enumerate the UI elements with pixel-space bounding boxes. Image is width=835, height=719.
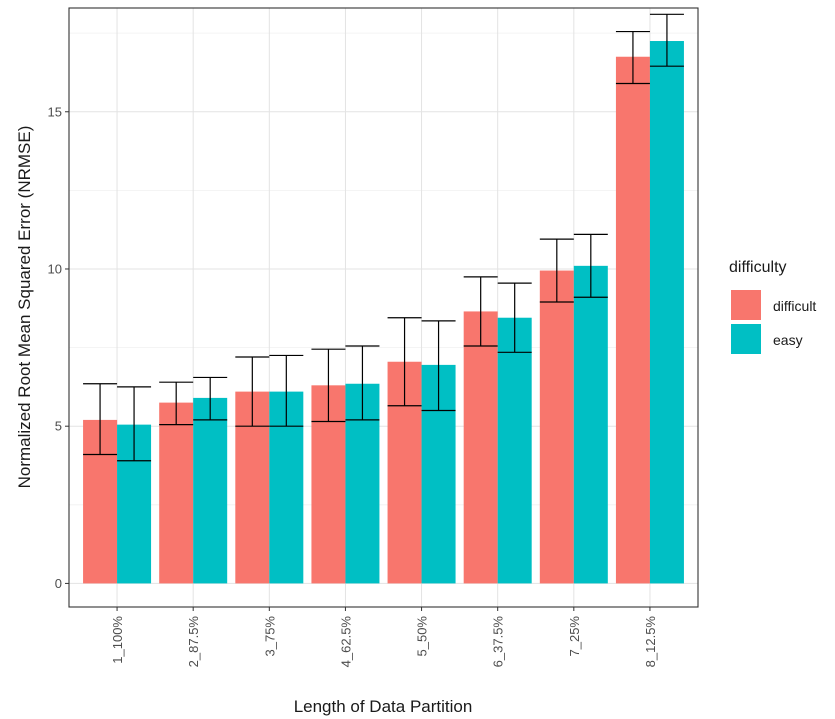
y-tick-label: 15 — [48, 104, 62, 119]
x-tick-label: 2_87.5% — [186, 616, 201, 668]
error-bar-easy-6 — [497, 282, 532, 353]
legend-label-easy: easy — [773, 332, 803, 348]
error-bar-difficult-8 — [615, 30, 650, 85]
error-bar-difficult-6 — [463, 276, 498, 347]
bar-easy-8 — [649, 41, 684, 584]
y-tick-label: 10 — [48, 261, 62, 276]
bar-difficult-8 — [615, 56, 650, 584]
error-bar-easy-4 — [345, 345, 380, 421]
error-bar-easy-8 — [649, 13, 684, 67]
x-tick-label: 8_12.5% — [643, 616, 658, 668]
error-bar-difficult-3 — [235, 356, 270, 427]
error-bar-difficult-2 — [159, 381, 194, 426]
bars — [83, 41, 684, 584]
y-axis-title: Normalized Root Mean Squared Error (NRMS… — [15, 126, 34, 489]
x-tick-label: 3_75% — [262, 616, 277, 657]
legend: difficulty difficult easy — [729, 259, 816, 354]
bar-easy-2 — [193, 397, 228, 584]
error-bars — [83, 13, 684, 462]
bar-difficult-7 — [539, 270, 574, 584]
bar-difficult-6 — [463, 311, 498, 584]
panel-border — [68, 7, 699, 608]
y-tick-label: 5 — [55, 419, 62, 434]
error-bar-easy-2 — [193, 376, 228, 421]
error-bar-easy-7 — [573, 233, 608, 298]
error-bar-difficult-4 — [311, 348, 346, 423]
legend-key-difficult — [731, 290, 761, 320]
x-tick-label: 6_37.5% — [491, 616, 506, 668]
x-axis-title: Length of Data Partition — [294, 697, 473, 716]
error-bar-difficult-1 — [83, 383, 118, 456]
y-axis: 0 5 10 15 — [48, 104, 69, 591]
x-tick-label: 5_50% — [415, 616, 430, 657]
error-bar-easy-5 — [421, 320, 456, 412]
error-bar-difficult-7 — [539, 238, 574, 303]
bar-easy-6 — [497, 317, 532, 584]
legend-key-easy — [731, 324, 761, 354]
x-tick-label: 7_25% — [567, 616, 582, 657]
error-bar-easy-3 — [269, 354, 304, 427]
error-bar-easy-1 — [117, 386, 152, 462]
legend-title: difficulty — [729, 259, 787, 276]
bar-difficult-2 — [159, 402, 194, 584]
legend-label-difficult: difficult — [773, 298, 816, 314]
x-axis: 1_100% 2_87.5% 3_75% 4_62.5% 5_50% 6_37.5% 7_2… — [110, 607, 658, 667]
error-bar-difficult-5 — [387, 317, 422, 407]
bar-easy-7 — [573, 265, 608, 584]
y-tick-label: 0 — [55, 576, 62, 591]
x-tick-label: 4_62.5% — [338, 616, 353, 668]
x-tick-label: 1_100% — [110, 616, 125, 664]
